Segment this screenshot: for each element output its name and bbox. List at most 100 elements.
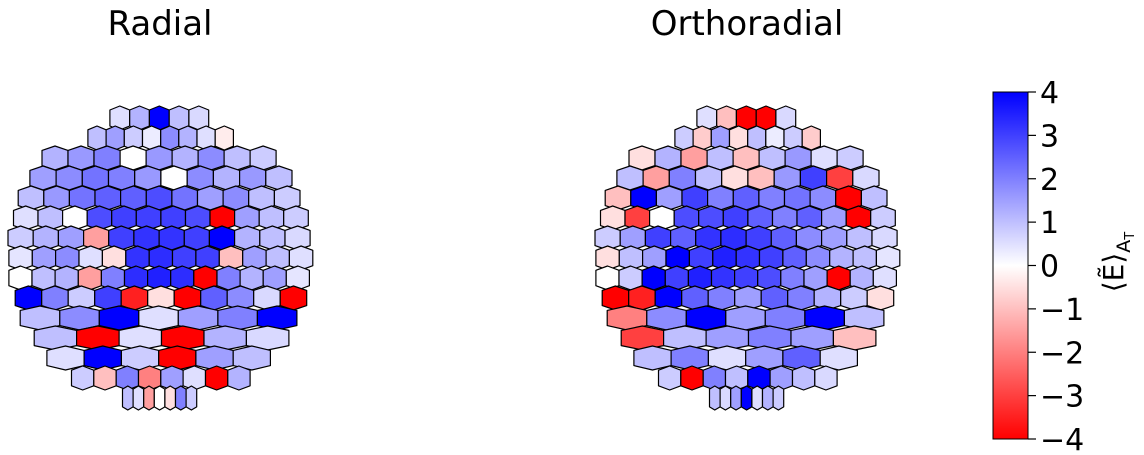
cell-radial-r14-c6 [186,386,197,410]
cell-orthoradial-r11-c1 [664,326,707,350]
cell-orthoradial-r6-c11 [872,226,897,250]
cell-radial-r3-c2 [82,166,108,190]
colorbar-tick-label: 4 [1040,76,1059,111]
cell-radial-r7-c11 [266,246,289,270]
cell-orthoradial-r9-c7 [788,286,815,310]
colorbar-ticks: 4 3 2 1 0 −1 −2 −3 −4 [1028,76,1084,455]
cell-radial-r6-c11 [285,226,310,250]
cell-radial-r11-c3 [162,326,205,350]
cell-orthoradial-r14-c0 [710,386,721,410]
cell-orthoradial-r4-c7 [785,186,811,210]
cell-radial-r4-c7 [198,186,224,210]
cell-radial-r8-c1 [32,266,55,290]
cell-radial-r14-c0 [123,386,134,410]
cell-orthoradial-r13-c1 [681,366,703,390]
cell-orthoradial-r5-c2 [650,206,675,230]
cell-radial-r4-c0 [18,186,44,210]
cell-orthoradial-r1-c4 [748,126,766,150]
cell-radial-r6-c3 [84,226,109,250]
cell-radial-r9-c10 [280,286,307,310]
colorbar-tick-label: 1 [1040,206,1059,241]
cell-radial-r14-c3 [154,386,165,410]
cell-orthoradial-r4-c0 [605,186,631,210]
colorbar-tick-label: −2 [1040,336,1084,371]
colorbar-label: ⟨Ẽ⟩AT [1097,232,1138,293]
cell-orthoradial-r14-c1 [720,386,731,410]
cell-radial-r14-c5 [176,386,187,410]
cell-radial-r11-c1 [77,326,120,350]
cell-orthoradial-r6-c3 [671,226,696,250]
cell-radial-r14-c1 [133,386,144,410]
cell-orthoradial-r8-c9 [804,266,827,290]
cell-radial-r13-c0 [72,366,94,390]
cell-orthoradial-r10-c2 [686,306,726,330]
cell-radial-r1-c4 [161,126,179,150]
cell-orthoradial-r5-c1 [625,206,650,230]
cell-orthoradial-r14-c4 [752,386,763,410]
cell-orthoradial-r3-c2 [669,166,695,190]
colorbar-tick-label: 2 [1040,163,1059,198]
cell-orthoradial-r12-c0 [634,346,671,370]
cell-orthoradial-r9-c10 [867,286,894,310]
cell-orthoradial-r7-c11 [853,246,876,270]
cell-orthoradial-r9-c1 [629,286,656,310]
cell-orthoradial-r6-c2 [645,226,670,250]
cell-radial-r13-c1 [94,366,116,390]
cell-orthoradial-r5-c3 [674,206,699,230]
colorbar-tick-label: 3 [1040,119,1059,154]
cell-radial-r14-c2 [144,386,155,410]
cell-radial-r6-c2 [58,226,83,250]
cell-radial-r5-c3 [87,206,112,230]
cell-radial-r12-c0 [47,346,84,370]
cell-radial-r9-c4 [121,286,148,310]
cell-radial-r8-c2 [55,266,78,290]
cell-radial-r13-c5 [183,366,205,390]
cell-orthoradial-r12-c3 [746,346,783,370]
cell-orthoradial-r13-c5 [770,366,792,390]
cell-radial-r12-c3 [159,346,196,370]
cell-orthoradial-r3-c1 [643,166,669,190]
cell-orthoradial-r9-c4 [708,286,735,310]
cell-orthoradial-r5-c0 [601,206,626,230]
cell-orthoradial-r14-c5 [763,386,774,410]
cell-radial-r8-c9 [217,266,240,290]
cell-orthoradial-r6-c10 [847,226,872,250]
cell-orthoradial-r13-c0 [659,366,681,390]
cell-radial-r10-c2 [99,306,139,330]
cell-radial-r14-c4 [165,386,176,410]
cell-orthoradial-r11-c0 [621,326,663,350]
cell-orthoradial-r1-c7 [802,126,820,150]
cell-radial-r5-c0 [14,206,39,230]
colorbar-tick-label: 0 [1040,250,1059,285]
cell-orthoradial-r14-c2 [731,386,742,410]
colorbar-tick-label: −4 [1040,423,1084,455]
cell-radial-r13-c7 [228,366,250,390]
panel-title-radial: Radial [107,4,212,44]
colorbar-tick-label: −1 [1040,293,1084,328]
sphere-orthoradial [595,106,900,410]
cell-orthoradial-r14-c3 [741,386,752,410]
cell-orthoradial-r8-c12 [873,266,896,290]
cell-radial-r7-c12 [289,246,312,270]
cell-orthoradial-r11-c3 [749,326,792,350]
cell-radial-r5-c2 [63,206,88,230]
cell-radial-r1-c7 [215,126,233,150]
cell-orthoradial-r7-c12 [876,246,899,270]
colorbar-gradient [993,92,1028,439]
cell-radial-r3-c1 [56,166,82,190]
cell-radial-r9-c1 [42,286,68,310]
cell-radial-r5-c1 [38,206,63,230]
cell-radial-r6-c10 [260,226,285,250]
cell-radial-r9-c7 [201,286,228,310]
panel-title-orthoradial: Orthoradial [651,4,844,44]
cell-orthoradial-r13-c7 [815,366,837,390]
cell-orthoradial-r8-c1 [619,266,642,290]
cell-radial-r13-c6 [206,366,228,390]
cell-radial-r8-c12 [286,266,309,290]
cell-orthoradial-r13-c6 [793,366,815,390]
cell-orthoradial-r14-c6 [773,386,784,410]
cell-radial-r1-c0 [88,126,106,150]
cell-orthoradial-r8-c2 [642,266,665,290]
cell-orthoradial-r1-c0 [675,126,693,150]
